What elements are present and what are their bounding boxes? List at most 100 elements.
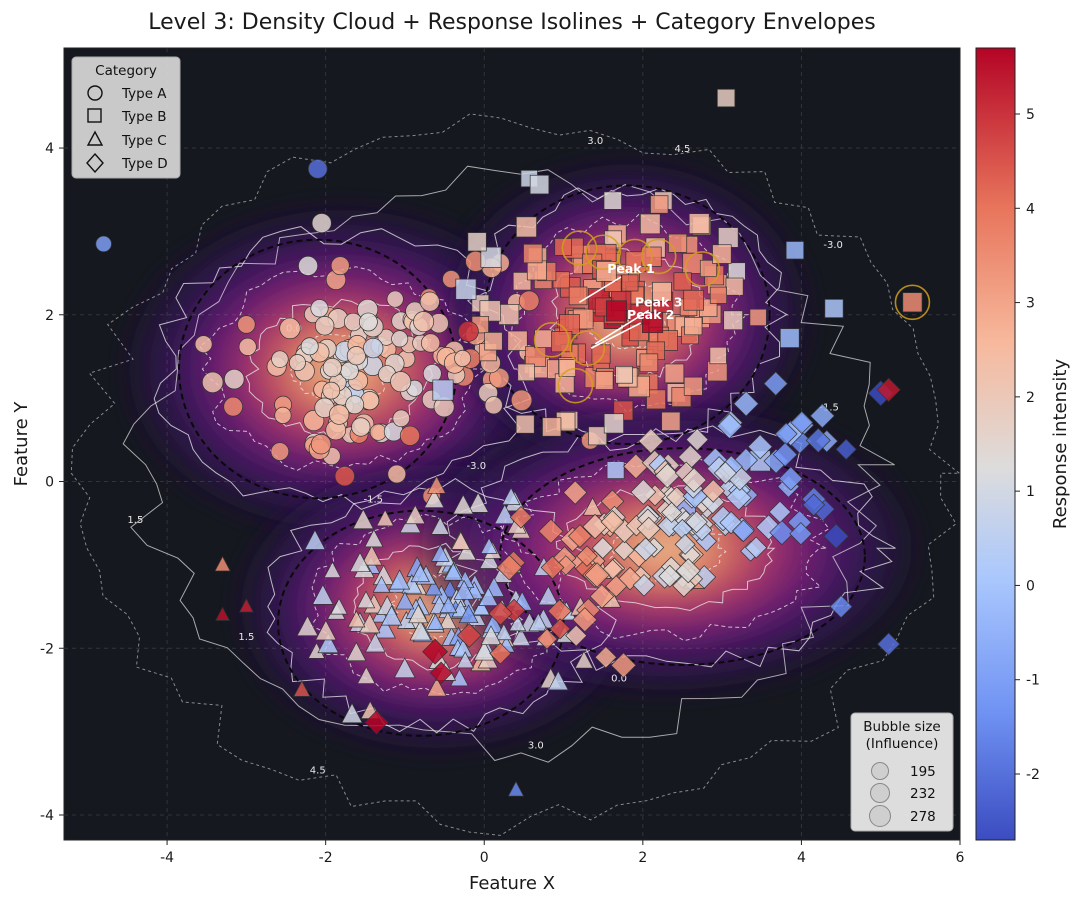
- highlight-ring: [569, 330, 606, 366]
- point-type-b: [603, 191, 622, 210]
- point-type-d: [630, 479, 657, 505]
- point-outlier: [363, 337, 384, 359]
- point-type-d: [605, 575, 628, 598]
- point-type-a: [330, 256, 350, 276]
- point-type-d: [422, 638, 448, 665]
- point-type-b: [664, 363, 685, 384]
- point-type-b: [785, 241, 805, 260]
- point-type-a: [351, 417, 371, 437]
- point-type-a: [201, 371, 224, 394]
- size-legend-label-278: 278: [910, 809, 936, 825]
- point-type-b: [534, 329, 553, 348]
- colorbar-tick-label: 5: [1026, 107, 1035, 123]
- legend-item-type-d: Type D: [86, 152, 168, 174]
- point-type-d: [809, 403, 835, 429]
- point-type-b: [517, 363, 535, 382]
- point-type-c: [430, 516, 450, 535]
- y-tick-label: -4: [40, 808, 54, 824]
- point-type-a: [422, 364, 442, 383]
- point-type-a: [484, 396, 503, 415]
- point-type-b: [467, 232, 487, 252]
- point-type-c: [296, 615, 319, 637]
- colorbar-tick-label: -1: [1026, 673, 1040, 689]
- plot-frame: [63, 47, 961, 841]
- point-outlier: [458, 321, 479, 342]
- point-type-b: [606, 461, 625, 479]
- point-type-b: [699, 259, 718, 278]
- point-type-d: [769, 520, 795, 546]
- point-type-a: [288, 354, 306, 372]
- point-type-b: [727, 262, 746, 281]
- point-type-d: [638, 428, 664, 454]
- legend-label-type-d: Type D: [121, 156, 168, 172]
- point-type-b: [605, 300, 627, 322]
- point-type-a: [310, 433, 332, 455]
- point-type-c: [317, 632, 339, 654]
- point-type-d: [719, 510, 743, 535]
- point-outlier: [215, 606, 230, 621]
- point-type-c: [349, 551, 371, 573]
- point-type-b: [568, 286, 588, 306]
- point-type-c: [528, 612, 549, 632]
- point-type-c: [315, 619, 337, 641]
- point-type-b: [668, 233, 688, 253]
- point-type-c: [352, 508, 374, 530]
- point-type-d: [364, 710, 389, 735]
- colorbar-tick-label: 4: [1026, 201, 1035, 217]
- point-type-a: [386, 290, 404, 308]
- legend-item-type-a: Type A: [87, 85, 167, 102]
- category-legend: Category Type A Type B Type C Type D: [71, 56, 181, 179]
- point-type-c: [346, 641, 367, 662]
- point-type-d: [763, 371, 788, 396]
- point-type-c: [480, 625, 502, 645]
- point-type-a: [279, 317, 301, 340]
- highlight-ring: [617, 238, 653, 275]
- size-legend-bubble-195: [871, 762, 889, 780]
- point-outlier: [507, 780, 525, 797]
- point-type-b: [542, 417, 562, 437]
- point-outlier: [716, 88, 736, 108]
- point-type-a: [238, 337, 257, 356]
- point-type-d: [674, 533, 696, 555]
- point-type-c: [478, 586, 499, 607]
- point-type-a: [300, 337, 319, 356]
- point-type-d: [681, 467, 707, 493]
- point-type-a: [223, 396, 244, 417]
- point-type-c: [426, 613, 445, 630]
- point-outlier: [307, 159, 328, 179]
- size-legend: Bubble size (Influence) 195 232 278: [850, 712, 954, 832]
- size-legend-title-line2: (Influence): [866, 736, 939, 752]
- point-type-c: [451, 531, 471, 550]
- point-type-d: [658, 564, 682, 588]
- point-type-c: [356, 666, 376, 684]
- point-type-d: [716, 413, 743, 440]
- point-type-d: [725, 484, 752, 511]
- point-outlier: [876, 377, 901, 402]
- isoline-outer: [70, 113, 960, 836]
- point-type-c: [511, 627, 531, 646]
- isoline-label: 4.5: [310, 765, 326, 776]
- point-type-d: [654, 462, 681, 489]
- annotation-label: Peak 3: [635, 294, 682, 309]
- point-type-b: [712, 244, 732, 264]
- point-type-a: [387, 464, 407, 484]
- point-type-a: [421, 333, 441, 353]
- point-type-b: [523, 243, 543, 264]
- colorbar-label: Response intensity: [1050, 359, 1071, 530]
- legend-label-type-a: Type A: [121, 86, 167, 102]
- isoline: [245, 298, 439, 442]
- point-type-b: [779, 328, 800, 348]
- point-type-a: [510, 389, 533, 411]
- annotation-arrow: [578, 276, 622, 303]
- colorbar-tick-label: 0: [1026, 578, 1035, 594]
- legend-circle-icon: [87, 85, 103, 101]
- point-type-d: [685, 428, 709, 452]
- point-type-b: [525, 346, 547, 367]
- point-type-c: [494, 623, 513, 641]
- y-tick-label: -2: [40, 641, 54, 657]
- point-type-c: [494, 503, 516, 525]
- point-type-b: [709, 286, 727, 304]
- point-type-c: [388, 569, 411, 590]
- point-type-d: [600, 510, 625, 534]
